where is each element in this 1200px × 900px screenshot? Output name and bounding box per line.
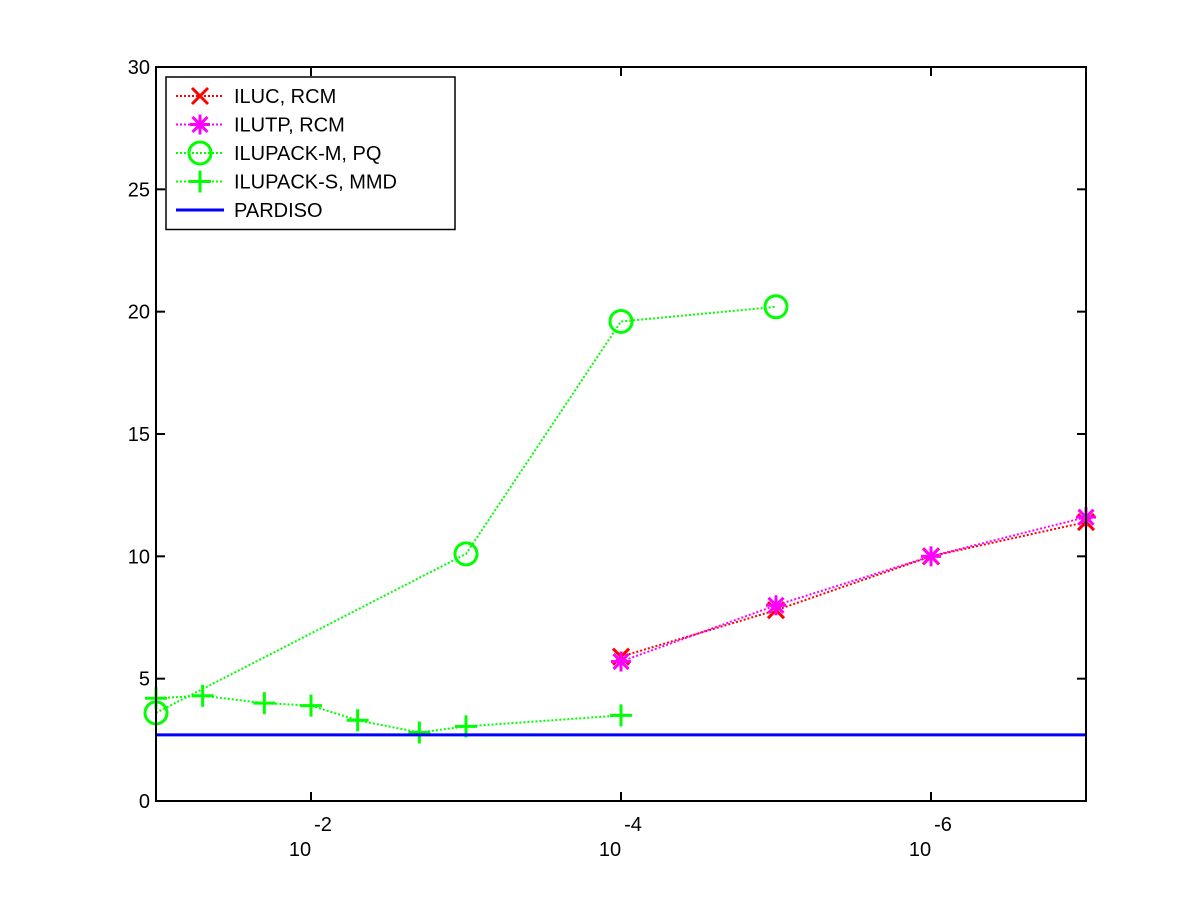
legend-label: PARDISO <box>234 200 323 222</box>
data-point-ilutp-rcm-0 <box>611 651 631 672</box>
data-point-ilupack-s-mmd-7 <box>610 704 632 727</box>
legend-label: ILUTP, RCM <box>234 115 345 137</box>
legend-marker <box>189 170 211 193</box>
x-tick-label-base: 10 <box>909 839 931 861</box>
legend-marker <box>187 140 213 166</box>
y-tick-label: 25 <box>128 179 150 201</box>
legend-item-pardiso: PARDISO <box>176 200 323 222</box>
legend-item-ilupack-m-pq: ILUPACK-M, PQ <box>176 140 381 166</box>
y-tick-label: 10 <box>128 546 150 568</box>
x-tick-label-exponent: -4 <box>624 814 642 836</box>
x-tick-label-base: 10 <box>599 839 621 861</box>
x-tick-label-base: 10 <box>289 839 311 861</box>
data-point-ilupack-m-pq-3 <box>763 294 789 320</box>
data-point-ilupack-m-pq-2 <box>608 308 634 334</box>
y-tick-label: 5 <box>139 669 150 691</box>
legend-item-ilupack-s-mmd: ILUPACK-S, MMD <box>176 170 397 194</box>
legend-label: ILUC, RCM <box>234 86 336 108</box>
data-point-ilutp-rcm-1 <box>766 595 786 616</box>
legend-marker <box>190 86 210 106</box>
legend-box <box>165 76 456 231</box>
data-point-ilupack-s-mmd-4 <box>346 709 369 732</box>
legend-label: ILUPACK-M, PQ <box>234 143 381 165</box>
legend: ILUC, RCM ILUTP, RCM ILUPACK-M, PQ ILUPACK-… <box>165 76 456 231</box>
legend-item-ilutp-rcm: ILUTP, RCM <box>176 114 345 137</box>
data-point-ilupack-s-mmd-3 <box>300 694 322 717</box>
data-point-ilupack-s-mmd-5 <box>408 721 431 744</box>
legend-label: ILUPACK-S, MMD <box>234 172 397 194</box>
series-line-iluc-rcm <box>620 521 1087 658</box>
legend-item-iluc-rcm: ILUC, RCM <box>176 86 336 108</box>
y-tick-label: 20 <box>128 302 150 324</box>
x-tick-label-exponent: -6 <box>934 814 952 836</box>
series-line-ilupack-m-pq <box>155 305 777 714</box>
legend-marker <box>190 114 210 135</box>
y-tick-label: 0 <box>139 791 150 813</box>
data-point-ilupack-s-mmd-2 <box>253 692 276 715</box>
data-point-ilutp-rcm-2 <box>921 546 941 567</box>
data-point-ilupack-s-mmd-1 <box>191 684 214 707</box>
data-point-ilupack-m-pq-1 <box>453 541 479 567</box>
y-tick-label: 30 <box>128 57 150 79</box>
series-ilupack-s-mmd <box>145 684 632 744</box>
y-tick-label: 15 <box>128 424 150 446</box>
x-tick-label-exponent: -2 <box>314 814 332 836</box>
